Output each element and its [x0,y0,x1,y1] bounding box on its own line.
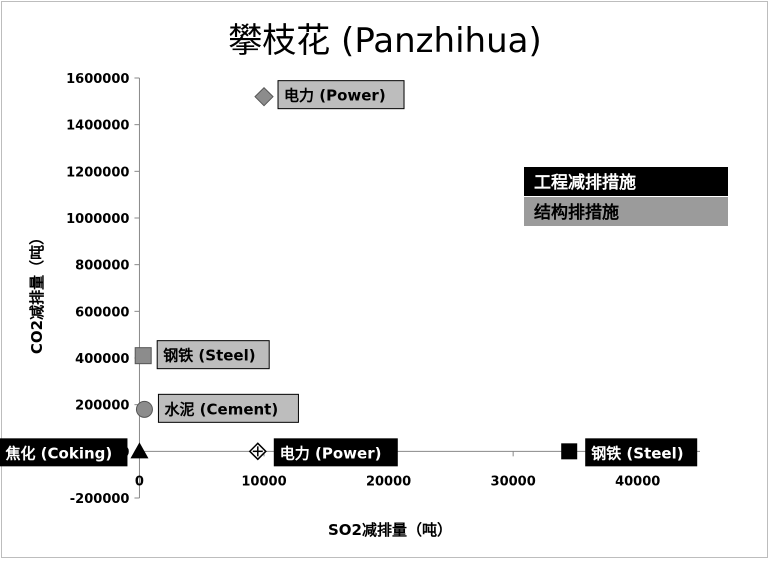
data-point-circle [135,400,153,418]
chart-title: 攀枝花 (Panzhihua) [228,21,541,61]
legend-label: 工程减排措施 [534,172,636,193]
x-tick-labels: 0 10000 20000 30000 40000 [135,474,660,489]
data-label: 电力 (Power) [284,87,386,105]
x-tick-label: 30000 [491,474,536,489]
y-tick-label: 800000 [75,259,129,274]
data-point-square [134,347,152,365]
y-tick-label: 1400000 [66,119,129,134]
data-label-box [0,438,128,467]
data-label: 水泥 (Cement) [164,400,278,418]
data-point-square [561,443,578,460]
x-axis-title: SO2减排量（吨） [328,521,452,539]
legend-swatch [524,197,728,226]
y-axis-title: CO2减排量（吨） [28,230,46,354]
data-label-box [157,393,299,423]
x-tick-label: 10000 [241,474,286,489]
data-label-box [585,438,698,467]
y-tick-label: 400000 [75,352,129,367]
y-tick-label: 1000000 [66,212,129,227]
y-tick-label: 200000 [75,399,129,414]
data-label-box [156,340,270,370]
y-tick-label: 1200000 [66,165,129,180]
data-label: 钢铁 (Steel) [591,444,683,462]
legend-swatch [524,167,728,196]
data-label-box [273,438,398,467]
data-label: 电力 (Power) [280,444,382,462]
y-tick-label: -200000 [70,492,130,507]
legend-label: 结构排措施 [534,202,619,223]
x-tick-label: 40000 [615,474,660,489]
data-label: 钢铁 (Steel) [163,347,255,365]
data-points: 焦化 (Coking) 电力 (Power) 钢铁 (Steel) 电力 (Power… [0,80,698,467]
x-tick-label: 0 [135,474,144,489]
y-tick-label: 600000 [75,305,129,320]
data-label: 焦化 (Coking) [4,444,112,462]
data-point-triangle [130,442,149,459]
x-tick-label: 20000 [366,474,411,489]
data-label-box [277,80,405,110]
data-point-diamond [254,86,274,107]
y-tick-labels: -200000020000040000060000080000010000001… [66,72,129,507]
y-tick-label: 1600000 [66,72,129,87]
axes [134,77,700,499]
